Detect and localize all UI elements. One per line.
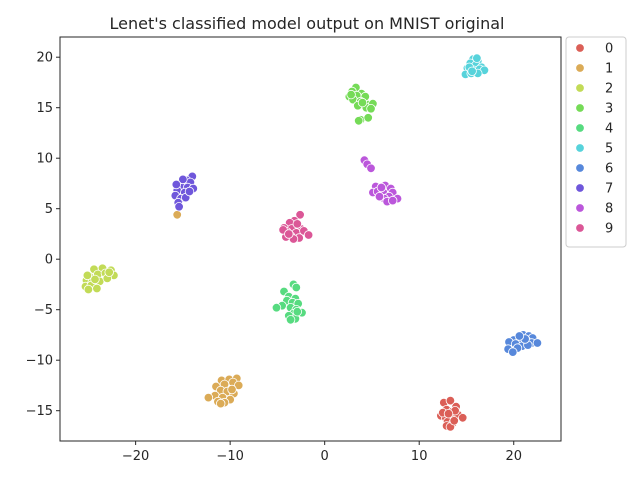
- data-point-class-4: [285, 315, 296, 325]
- legend-label-class-5: 5: [605, 142, 613, 157]
- data-point-class-8: [374, 191, 385, 202]
- legend-box: [565, 36, 627, 248]
- x-tick-label: 10: [411, 449, 428, 464]
- data-point-class-9: [303, 230, 314, 240]
- legend-label-class-9: 9: [605, 222, 613, 237]
- legend-marker-class-5: [575, 143, 585, 153]
- x-tick-label: −20: [122, 449, 149, 464]
- legend-marker-class-7: [575, 183, 585, 193]
- data-point-class-8: [366, 163, 376, 174]
- data-point-class-4: [291, 282, 302, 293]
- data-point-class-0: [445, 395, 456, 406]
- data-point-class-9: [295, 210, 305, 220]
- legend-marker-class-1: [575, 63, 585, 73]
- data-point-class-8: [388, 195, 398, 206]
- data-point-class-9: [292, 219, 303, 229]
- legend-marker-class-6: [575, 163, 585, 173]
- y-tick-label: 0: [45, 253, 53, 268]
- chart-title: Lenet's classified model output on MNIST…: [110, 14, 505, 33]
- y-tick-label: 20: [36, 51, 53, 66]
- axes: −20 −10 0 10 20 −15 −10 −5 0 5 10 15 20: [26, 36, 562, 464]
- data-point-class-7: [174, 201, 184, 212]
- data-point-class-1: [233, 380, 244, 391]
- data-point-class-3: [354, 116, 364, 126]
- data-point-class-1: [215, 398, 226, 409]
- legend-label-class-7: 7: [605, 182, 613, 197]
- legend-label-class-0: 0: [605, 42, 613, 57]
- legend-marker-class-9: [575, 223, 585, 233]
- legend-marker-class-0: [575, 43, 585, 53]
- data-point-class-9: [284, 229, 294, 239]
- legend: 0 1 2 3 4 5 6 7 8 9: [565, 36, 627, 248]
- legend-marker-class-3: [575, 103, 585, 113]
- y-tick-label: 10: [36, 152, 53, 167]
- data-point-class-5: [472, 53, 482, 63]
- legend-label-class-6: 6: [605, 162, 613, 177]
- plot-frame: [59, 36, 562, 442]
- plot-area: [80, 53, 543, 432]
- legend-label-class-2: 2: [605, 82, 613, 97]
- data-point-class-3: [357, 97, 368, 108]
- y-tick-label: −10: [26, 354, 53, 369]
- x-tick-label: −10: [216, 449, 243, 464]
- legend-marker-class-8: [575, 203, 585, 213]
- legend-label-class-4: 4: [605, 122, 613, 137]
- data-point-class-5: [467, 66, 477, 77]
- data-point-class-7: [171, 179, 182, 190]
- data-point-class-4: [271, 303, 282, 313]
- data-point-class-2: [90, 274, 100, 285]
- data-point-class-2: [104, 267, 114, 278]
- legend-marker-class-4: [575, 123, 585, 133]
- data-point-class-2: [92, 283, 102, 294]
- data-point-class-1: [203, 392, 214, 403]
- y-tick-label: 5: [45, 202, 53, 217]
- data-point-class-8: [376, 182, 387, 193]
- data-point-class-6: [508, 347, 518, 357]
- legend-label-class-3: 3: [605, 102, 613, 117]
- x-tick-label: 0: [321, 449, 329, 464]
- data-point-class-3: [366, 103, 376, 114]
- data-point-class-7: [184, 186, 195, 197]
- data-point-class-0: [443, 409, 454, 419]
- data-point-class-7: [178, 174, 188, 185]
- data-point-class-6: [514, 331, 525, 341]
- data-point-class-2: [83, 284, 94, 295]
- data-point-class-3: [346, 89, 356, 100]
- data-point-class-2: [82, 270, 93, 281]
- data-point-class-1: [227, 384, 237, 395]
- x-tick-label: 20: [505, 449, 522, 464]
- data-point-class-6: [532, 338, 543, 348]
- data-point-class-0: [458, 413, 468, 423]
- legend-marker-class-2: [575, 83, 585, 93]
- legend-label-class-8: 8: [605, 202, 613, 217]
- y-tick-label: 15: [36, 101, 53, 116]
- y-tick-label: −15: [26, 404, 53, 419]
- data-point-class-3: [363, 113, 373, 123]
- data-point-class-4: [292, 307, 303, 317]
- y-tick-label: −5: [34, 303, 53, 318]
- data-point-class-0: [449, 416, 459, 426]
- legend-label-class-1: 1: [605, 62, 613, 77]
- data-point-class-1: [172, 210, 182, 220]
